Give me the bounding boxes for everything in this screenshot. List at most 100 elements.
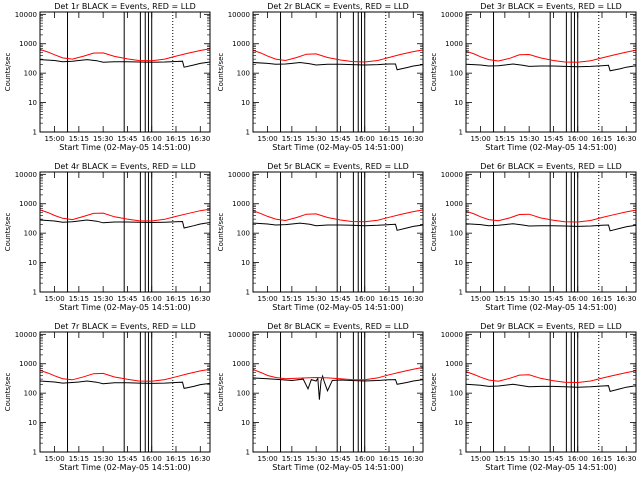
lld-series-line bbox=[252, 49, 424, 63]
x-tick-label: 16:30 bbox=[616, 135, 636, 143]
lld-series-line bbox=[39, 208, 211, 222]
plot-frame bbox=[39, 11, 211, 133]
x-axis-label: Start Time (02-May-05 14:51:00) bbox=[59, 463, 190, 472]
detector-panel-6: Det 6r BLACK = Events, RED = LLD Counts/s… bbox=[430, 162, 637, 312]
x-tick-label: 15:00 bbox=[44, 135, 64, 143]
x-axis-label: Start Time (02-May-05 14:51:00) bbox=[272, 143, 403, 152]
x-tick-label: 16:00 bbox=[568, 135, 588, 143]
y-tick-label: 10 bbox=[241, 419, 250, 427]
y-tick-label: 10000 bbox=[15, 171, 37, 179]
y-tick-label: 1 bbox=[246, 449, 250, 457]
detector-panel-2: Det 2r BLACK = Events, RED = LLD Counts/s… bbox=[217, 2, 424, 152]
y-tick-label: 10 bbox=[241, 99, 250, 107]
x-axis-label: Start Time (02-May-05 14:51:00) bbox=[485, 463, 616, 472]
y-tick-label: 1 bbox=[459, 449, 463, 457]
events-series-line bbox=[252, 222, 424, 231]
x-tick-label: 15:30 bbox=[306, 295, 326, 303]
x-tick-label: 16:15 bbox=[166, 135, 186, 143]
plot-frame bbox=[252, 331, 424, 453]
y-tick-label: 10 bbox=[28, 419, 37, 427]
plot-frame bbox=[39, 171, 211, 293]
x-tick-label: 16:15 bbox=[379, 135, 399, 143]
x-tick-label: 15:00 bbox=[470, 295, 490, 303]
plot-frame bbox=[465, 331, 637, 453]
panel-title: Det 1r BLACK = Events, RED = LLD bbox=[54, 2, 196, 11]
y-tick-label: 1000 bbox=[19, 360, 37, 368]
x-tick-label: 16:00 bbox=[568, 455, 588, 463]
y-tick-label: 1 bbox=[459, 289, 463, 297]
x-tick-label: 15:45 bbox=[330, 455, 350, 463]
x-tick-label: 15:00 bbox=[257, 295, 277, 303]
panel-title: Det 4r BLACK = Events, RED = LLD bbox=[54, 162, 196, 171]
x-tick-label: 16:30 bbox=[190, 455, 210, 463]
lld-series-line bbox=[465, 209, 637, 223]
y-axis-label: Counts/sec bbox=[217, 53, 225, 92]
events-series-line bbox=[39, 59, 211, 68]
y-tick-label: 1 bbox=[33, 129, 37, 137]
x-tick-label: 15:00 bbox=[470, 135, 490, 143]
y-tick-label: 1000 bbox=[232, 200, 250, 208]
x-tick-label: 16:15 bbox=[379, 295, 399, 303]
x-tick-label: 15:30 bbox=[519, 295, 539, 303]
x-tick-label: 15:15 bbox=[282, 295, 302, 303]
y-tick-label: 10000 bbox=[441, 11, 463, 19]
x-tick-label: 15:45 bbox=[543, 135, 563, 143]
y-axis-label: Counts/sec bbox=[4, 213, 12, 252]
panel-title: Det 6r BLACK = Events, RED = LLD bbox=[480, 162, 622, 171]
y-tick-label: 10 bbox=[241, 259, 250, 267]
plot-frame bbox=[39, 331, 211, 453]
x-axis-label: Start Time (02-May-05 14:51:00) bbox=[59, 143, 190, 152]
y-tick-label: 100 bbox=[237, 390, 250, 398]
y-tick-label: 100 bbox=[24, 230, 37, 238]
y-axis-label: Counts/sec bbox=[217, 373, 225, 412]
x-tick-label: 16:00 bbox=[142, 455, 162, 463]
y-axis-label: Counts/sec bbox=[4, 373, 12, 412]
x-tick-label: 16:00 bbox=[355, 455, 375, 463]
y-tick-label: 10000 bbox=[15, 11, 37, 19]
y-tick-label: 10 bbox=[454, 259, 463, 267]
y-tick-label: 100 bbox=[450, 390, 463, 398]
detector-panel-7: Det 7r BLACK = Events, RED = LLD Counts/s… bbox=[4, 322, 211, 472]
x-tick-label: 15:45 bbox=[543, 295, 563, 303]
x-tick-label: 15:15 bbox=[495, 455, 515, 463]
x-axis-label: Start Time (02-May-05 14:51:00) bbox=[272, 463, 403, 472]
lld-series-line bbox=[39, 368, 211, 382]
plot-frame bbox=[252, 11, 424, 133]
events-series-line bbox=[252, 61, 424, 71]
x-tick-label: 15:45 bbox=[543, 455, 563, 463]
x-tick-label: 15:30 bbox=[306, 135, 326, 143]
x-tick-label: 16:30 bbox=[190, 135, 210, 143]
panel-title: Det 8r BLACK = Events, RED = LLD bbox=[267, 322, 409, 331]
x-tick-label: 15:45 bbox=[117, 455, 137, 463]
plot-frame bbox=[252, 171, 424, 293]
y-tick-label: 1000 bbox=[232, 360, 250, 368]
y-tick-label: 1000 bbox=[19, 40, 37, 48]
y-tick-label: 1 bbox=[246, 289, 250, 297]
lld-series-line bbox=[252, 209, 424, 223]
lld-series-line bbox=[465, 370, 637, 384]
x-tick-label: 15:15 bbox=[69, 135, 89, 143]
x-tick-label: 15:15 bbox=[495, 295, 515, 303]
x-tick-label: 15:30 bbox=[93, 455, 113, 463]
y-tick-label: 10000 bbox=[441, 171, 463, 179]
x-tick-label: 16:15 bbox=[166, 455, 186, 463]
x-axis-label: Start Time (02-May-05 14:51:00) bbox=[272, 303, 403, 312]
x-tick-label: 16:30 bbox=[190, 295, 210, 303]
x-tick-label: 15:45 bbox=[330, 295, 350, 303]
lld-series-line bbox=[252, 366, 424, 381]
panel-title: Det 5r BLACK = Events, RED = LLD bbox=[267, 162, 409, 171]
x-tick-label: 16:15 bbox=[592, 455, 612, 463]
y-tick-label: 1 bbox=[459, 129, 463, 137]
x-tick-label: 16:00 bbox=[355, 295, 375, 303]
x-tick-label: 16:00 bbox=[355, 135, 375, 143]
y-tick-label: 10 bbox=[28, 259, 37, 267]
x-tick-label: 15:00 bbox=[470, 455, 490, 463]
y-tick-label: 1000 bbox=[232, 40, 250, 48]
x-tick-label: 16:15 bbox=[592, 135, 612, 143]
x-axis-label: Start Time (02-May-05 14:51:00) bbox=[485, 303, 616, 312]
x-tick-label: 15:45 bbox=[330, 135, 350, 143]
y-axis-label: Counts/sec bbox=[217, 213, 225, 252]
x-tick-label: 15:00 bbox=[257, 455, 277, 463]
y-tick-label: 10 bbox=[454, 419, 463, 427]
